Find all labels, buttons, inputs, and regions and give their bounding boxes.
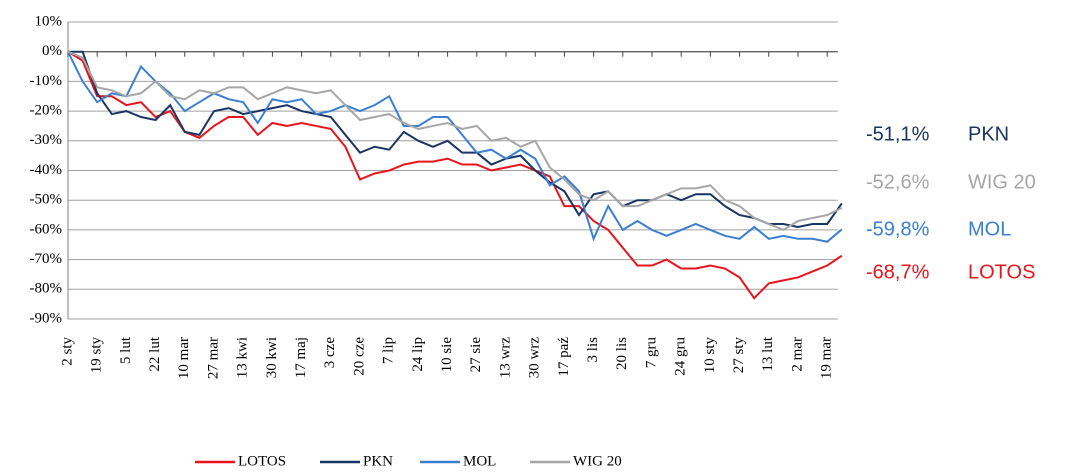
annotation-value: -52,6%	[866, 171, 930, 193]
x-tick-label: 5 lut	[118, 336, 134, 364]
x-tick-label: 17 maj	[293, 337, 309, 378]
legend-label: MOL	[463, 453, 496, 469]
legend-label: PKN	[363, 453, 393, 469]
series-line	[68, 50, 843, 228]
y-tick-label: -10%	[30, 73, 63, 89]
x-tick-label: 20 cze	[351, 337, 367, 376]
x-tick-label: 3 cze	[322, 337, 338, 369]
y-tick-label: 0%	[42, 43, 62, 59]
x-tick-label: 3 lis	[585, 337, 601, 363]
x-tick-label: 30 wrz	[527, 337, 543, 379]
legend-label: LOTOS	[238, 453, 286, 469]
x-tick-label: 13 kwi	[235, 337, 251, 378]
x-tick-label: 7 gru	[643, 337, 659, 369]
annotation-value: -59,8%	[866, 218, 930, 240]
x-tick-label: 27 sie	[468, 337, 484, 373]
y-tick-label: -50%	[30, 192, 63, 208]
annotation-name: PKN	[968, 123, 1009, 145]
x-tick-label: 10 mar	[176, 337, 192, 379]
x-tick-label: 27 sty	[731, 337, 747, 374]
y-tick-label: -90%	[30, 310, 63, 326]
x-tick-label: 24 lip	[410, 337, 426, 372]
x-tick-label: 30 kwi	[264, 337, 280, 378]
x-tick-label: 20 lis	[614, 337, 630, 370]
annotation-value: -51,1%	[866, 123, 930, 145]
x-tick-label: 27 mar	[205, 337, 221, 379]
series-line	[67, 50, 843, 232]
y-tick-label: -70%	[30, 251, 63, 267]
x-tick-label: 19 mar	[819, 337, 835, 379]
x-tick-label: 10 sie	[439, 337, 455, 373]
x-tick-label: 2 mar	[789, 337, 805, 372]
x-tick-label: 13 lut	[760, 336, 776, 371]
x-tick-label: 19 sty	[89, 337, 105, 374]
series-line	[67, 50, 843, 300]
x-tick-label: 13 wrz	[497, 337, 513, 379]
x-tick-label: 24 gru	[673, 337, 689, 376]
y-tick-label: -30%	[30, 132, 63, 148]
x-tick-label: 2 sty	[59, 337, 75, 366]
y-tick-label: -40%	[30, 162, 63, 178]
annotation-name: LOTOS	[968, 261, 1035, 283]
annotation-name: MOL	[968, 218, 1011, 240]
legend-label: WIG 20	[573, 453, 622, 469]
annotation-name: WIG 20	[968, 171, 1036, 193]
y-tick-label: 10%	[35, 13, 63, 29]
x-tick-label: 22 lut	[147, 336, 163, 371]
x-tick-label: 7 lip	[381, 337, 397, 364]
y-tick-label: -80%	[30, 281, 63, 297]
annotation-value: -68,7%	[866, 261, 930, 283]
x-tick-label: 10 sty	[702, 337, 718, 374]
x-tick-label: 17 paź	[556, 337, 572, 377]
y-tick-label: -20%	[30, 103, 63, 119]
y-tick-label: -60%	[30, 221, 63, 237]
